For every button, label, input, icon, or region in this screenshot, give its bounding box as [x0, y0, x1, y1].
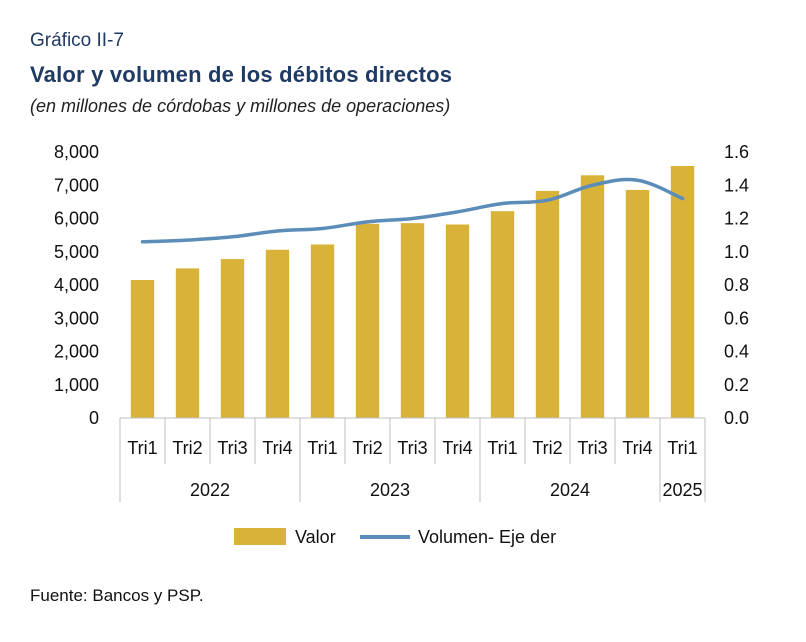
- y-left-tick-label: 0: [89, 408, 99, 428]
- legend-label-volumen: Volumen- Eje der: [418, 527, 556, 547]
- y-right-tick-label: 1.2: [724, 209, 749, 229]
- y-left-tick-label: 4,000: [54, 275, 99, 295]
- bar-valor: [355, 223, 380, 418]
- bar-valor: [400, 223, 425, 418]
- bar-valor: [625, 189, 650, 418]
- y-left-tick-label: 1,000: [54, 375, 99, 395]
- y-left-tick-label: 5,000: [54, 242, 99, 262]
- chart-subtitle: (en millones de córdobas y millones de o…: [30, 96, 451, 116]
- bar-valor: [580, 175, 605, 418]
- y-right-tick-label: 1.4: [724, 175, 749, 195]
- x-category-label: Tri3: [217, 438, 247, 458]
- y-left-tick-label: 2,000: [54, 342, 99, 362]
- bar-valor: [310, 244, 335, 418]
- legend-swatch-valor: [234, 528, 286, 545]
- x-category-label: Tri1: [127, 438, 157, 458]
- x-group-label: 2023: [370, 480, 410, 500]
- source-note: Fuente: Bancos y PSP.: [30, 586, 204, 605]
- y-right-tick-label: 0.0: [724, 408, 749, 428]
- y-left-tick-label: 8,000: [54, 142, 99, 162]
- y-right-tick-label: 0.8: [724, 275, 749, 295]
- y-left-tick-label: 7,000: [54, 175, 99, 195]
- bar-valor: [670, 165, 695, 418]
- x-category-label: Tri4: [442, 438, 472, 458]
- x-category-label: Tri1: [487, 438, 517, 458]
- bar-valor: [220, 259, 245, 418]
- y-right-tick-label: 1.6: [724, 142, 749, 162]
- y-right-tick-label: 0.2: [724, 375, 749, 395]
- figure-label: Gráfico II-7: [30, 30, 124, 51]
- y-right-tick-label: 0.4: [724, 342, 749, 362]
- x-category-label: Tri3: [577, 438, 607, 458]
- x-group-label: 2022: [190, 480, 230, 500]
- bar-valor: [490, 211, 515, 418]
- y-right-tick-label: 0.6: [724, 308, 749, 328]
- bar-valor: [535, 190, 560, 418]
- chart-title: Valor y volumen de los débitos directos: [30, 62, 453, 87]
- x-category-label: Tri1: [307, 438, 337, 458]
- x-category-label: Tri4: [622, 438, 652, 458]
- line-volumen: [140, 177, 685, 244]
- x-category-label: Tri1: [667, 438, 697, 458]
- x-group-label: 2024: [550, 480, 590, 500]
- bar-valor: [265, 249, 290, 418]
- y-left-tick-label: 6,000: [54, 209, 99, 229]
- x-group-label: 2025: [662, 480, 702, 500]
- y-left-tick-label: 3,000: [54, 308, 99, 328]
- legend-label-valor: Valor: [295, 527, 336, 547]
- x-category-label: Tri2: [172, 438, 202, 458]
- x-category-label: Tri4: [262, 438, 292, 458]
- x-category-label: Tri2: [532, 438, 562, 458]
- bar-valor: [445, 224, 470, 418]
- bar-valor: [175, 268, 200, 418]
- y-right-tick-label: 1.0: [724, 242, 749, 262]
- x-category-label: Tri2: [352, 438, 382, 458]
- bar-valor: [130, 280, 155, 418]
- x-category-label: Tri3: [397, 438, 427, 458]
